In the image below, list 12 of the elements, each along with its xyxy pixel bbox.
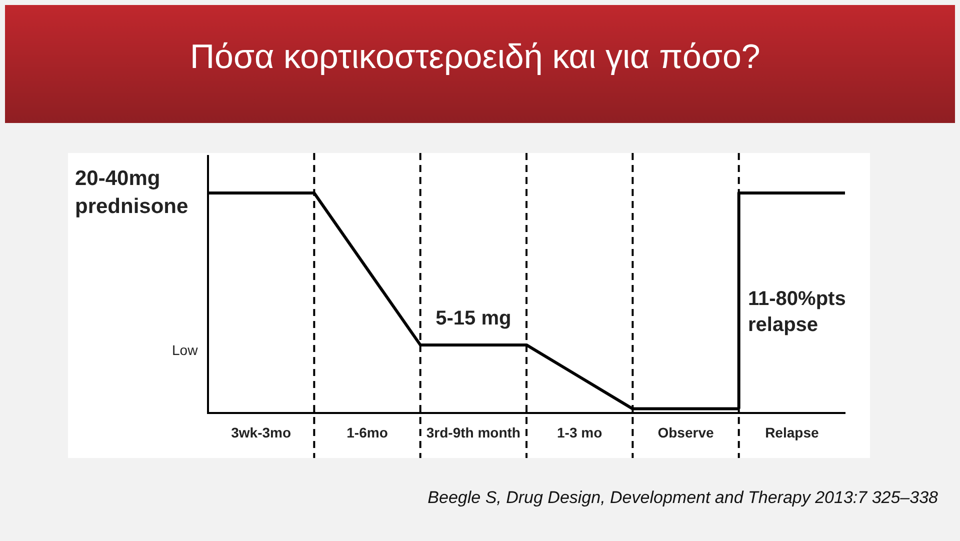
x-tick-label: 1-3 mo <box>557 424 602 440</box>
annotation: 5-15 mg <box>436 307 512 330</box>
x-tick-label: 1-6mo <box>346 424 388 440</box>
x-tick-label: Relapse <box>765 424 819 440</box>
annotation: 11-80%pts relapse <box>748 287 847 338</box>
text: Beegle S, Drug Design, Development and Therapy 2013:7 325–338 <box>428 488 938 508</box>
x-tick-label: 3rd-9th month <box>426 424 520 440</box>
x-tick-label: Observe <box>658 424 714 440</box>
x-tick-label: 3wk-3mo <box>231 424 292 440</box>
text: Low <box>172 342 198 358</box>
chart-title: Πόσα κορτικοστεροειδή και για πόσο? <box>190 38 760 77</box>
text: 20-40mg prednisone <box>75 166 190 220</box>
